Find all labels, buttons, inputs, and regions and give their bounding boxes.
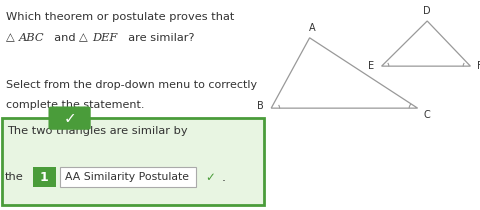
Text: ✓: ✓ <box>63 111 76 126</box>
Text: and: and <box>47 33 83 43</box>
Text: are similar?: are similar? <box>121 33 194 43</box>
Text: E: E <box>368 61 374 71</box>
Text: AA Similarity Postulate: AA Similarity Postulate <box>65 172 189 182</box>
Text: △: △ <box>6 33 18 43</box>
FancyBboxPatch shape <box>60 168 196 187</box>
Text: Which theorem or postulate proves that: Which theorem or postulate proves that <box>6 12 234 22</box>
Text: Select from the drop-down menu to correctly: Select from the drop-down menu to correc… <box>6 80 257 90</box>
Text: A: A <box>309 22 315 33</box>
FancyBboxPatch shape <box>48 106 91 130</box>
Text: D: D <box>423 6 431 16</box>
FancyBboxPatch shape <box>33 168 56 187</box>
Text: 1: 1 <box>40 171 48 184</box>
Text: B: B <box>257 101 264 111</box>
Text: DEF: DEF <box>93 33 118 43</box>
Text: C: C <box>424 110 431 120</box>
Text: .: . <box>221 171 225 184</box>
Text: ABC: ABC <box>19 33 45 43</box>
Text: The two triangles are similar by: The two triangles are similar by <box>7 126 188 136</box>
Text: complete the statement.: complete the statement. <box>6 100 144 110</box>
Text: ✓: ✓ <box>205 171 215 184</box>
Text: the: the <box>5 172 24 182</box>
Text: F: F <box>477 61 480 71</box>
FancyBboxPatch shape <box>2 118 264 205</box>
Text: △: △ <box>79 33 92 43</box>
